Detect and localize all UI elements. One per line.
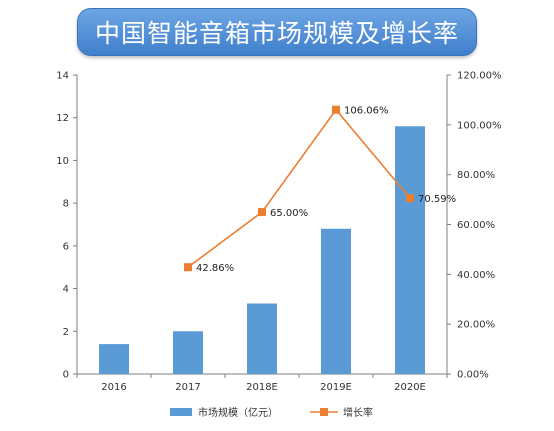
right-axis-tick-label: 0.00% bbox=[457, 370, 489, 381]
growth-rate-marker bbox=[184, 263, 192, 272]
left-axis-tick-label: 8 bbox=[63, 199, 69, 210]
bar-market-size bbox=[173, 331, 203, 374]
growth-rate-marker bbox=[406, 194, 414, 203]
growth-rate-line bbox=[187, 108, 411, 268]
growth-rate-marker bbox=[258, 208, 266, 217]
chart-title-banner: 中国智能音箱市场规模及增长率 bbox=[77, 8, 477, 56]
x-axis-tick-label: 2019E bbox=[320, 382, 352, 393]
bar-market-size bbox=[99, 344, 129, 374]
right-axis-tick-label: 100.00% bbox=[457, 120, 502, 131]
growth-rate-data-label: 70.59% bbox=[418, 194, 456, 205]
chart-title: 中国智能音箱市场规模及增长率 bbox=[94, 19, 459, 48]
legend-label-growth-rate: 增长率 bbox=[343, 406, 373, 419]
growth-rate-data-label: 65.00% bbox=[270, 208, 308, 219]
right-axis-tick-label: 60.00% bbox=[457, 220, 495, 231]
right-axis-tick-label: 20.00% bbox=[457, 320, 495, 331]
left-axis-tick-label: 4 bbox=[63, 284, 69, 295]
x-axis-tick-label: 2016 bbox=[101, 382, 126, 393]
right-axis-tick-label: 80.00% bbox=[457, 170, 495, 181]
growth-rate-data-label: 42.86% bbox=[196, 263, 234, 274]
legend-label-market-size: 市场规模（亿元） bbox=[198, 406, 278, 419]
growth-rate-marker bbox=[332, 105, 340, 114]
bar-market-size bbox=[395, 126, 425, 374]
left-axis-tick-label: 6 bbox=[63, 241, 69, 252]
x-axis-tick-label: 2020E bbox=[394, 382, 426, 393]
growth-rate-data-label: 106.06% bbox=[344, 106, 389, 117]
right-axis-tick-label: 120.00% bbox=[457, 71, 502, 82]
left-axis-tick-label: 14 bbox=[56, 71, 69, 82]
x-axis-tick-label: 2018E bbox=[246, 382, 278, 393]
right-axis-tick-label: 40.00% bbox=[457, 270, 495, 281]
left-axis-tick-label: 0 bbox=[63, 370, 69, 381]
x-axis-tick-label: 2017 bbox=[175, 382, 200, 393]
left-axis-tick-label: 10 bbox=[56, 156, 69, 167]
left-axis-tick-label: 12 bbox=[56, 113, 69, 124]
left-axis-tick-label: 2 bbox=[63, 327, 69, 338]
legend-swatch-market-size bbox=[170, 408, 192, 416]
bar-market-size bbox=[247, 303, 277, 374]
legend-marker-growth-rate bbox=[320, 408, 328, 416]
bar-market-size bbox=[321, 228, 351, 374]
